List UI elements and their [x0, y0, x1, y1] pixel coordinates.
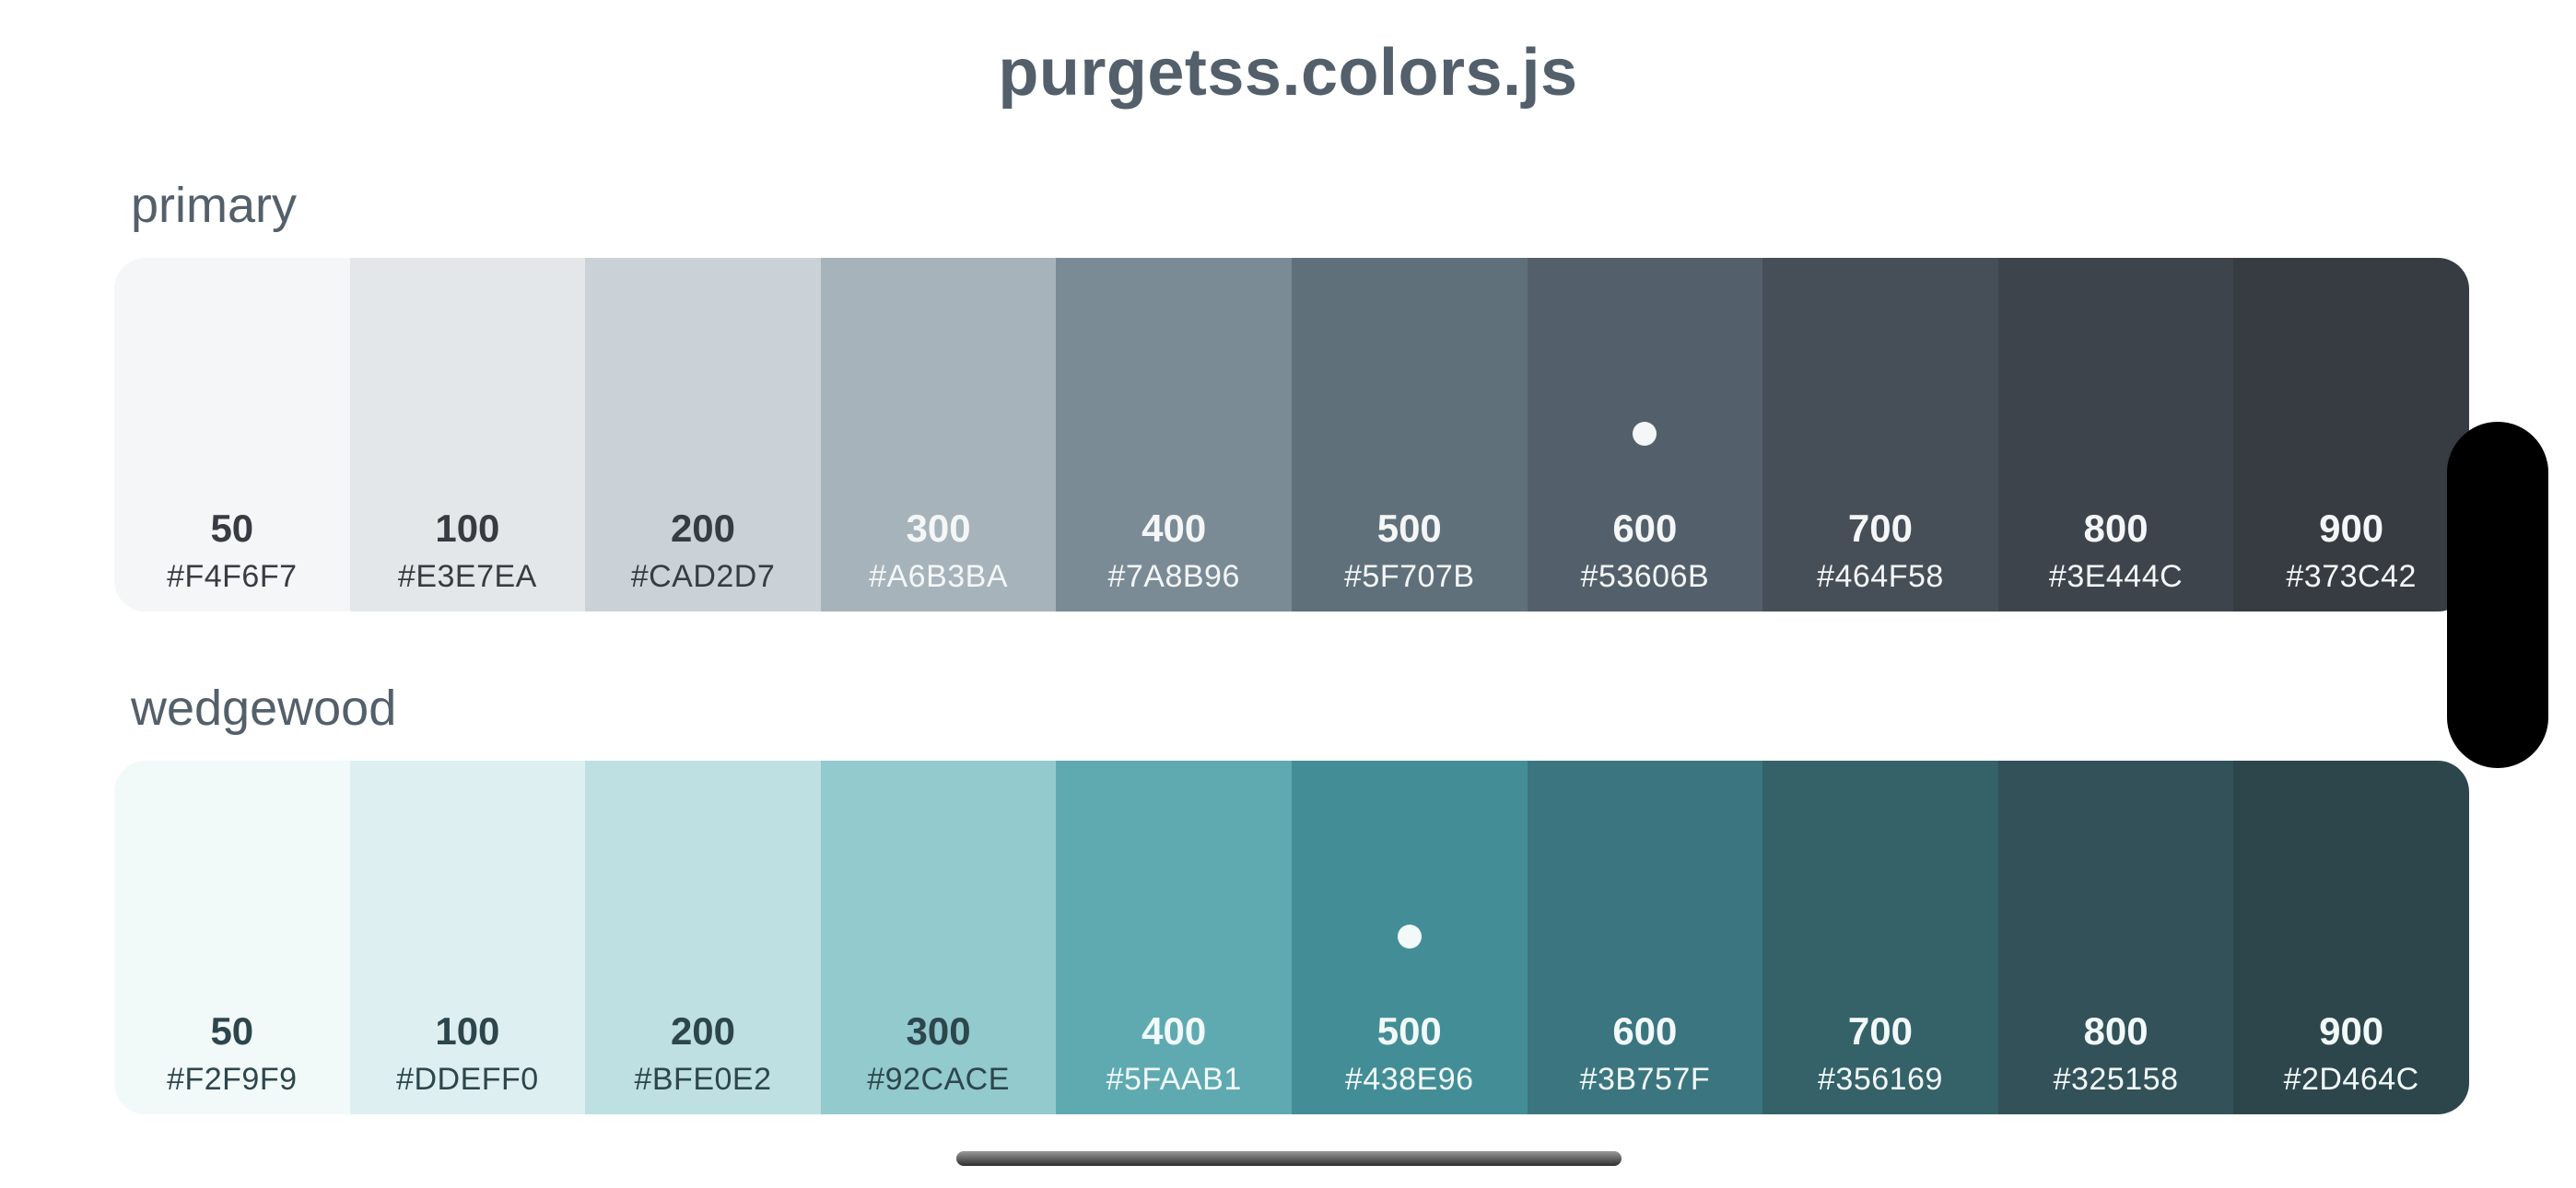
swatch-shade-label: 700	[1847, 507, 1913, 550]
swatch-primary-900[interactable]: 900 #373C42	[2233, 258, 2469, 611]
swatch-shade-label: 600	[1612, 507, 1678, 550]
swatch-hex-value: #7A8B96	[1107, 559, 1240, 594]
palette-primary: 50 #F4F6F7 100 #E3E7EA 200 #CAD2D7 300 #A6B3BA 4…	[114, 258, 2469, 611]
swatch-shade-label: 800	[2083, 507, 2149, 550]
swatch-hex-value: #F2F9F9	[167, 1062, 298, 1097]
swatch-wedgewood-400[interactable]: 400 #5FAAB1	[1056, 761, 1292, 1114]
side-drag-handle[interactable]	[2447, 422, 2548, 768]
swatch-hex-value: #BFE0E2	[634, 1062, 772, 1097]
swatch-primary-300[interactable]: 300 #A6B3BA	[820, 258, 1057, 611]
swatch-shade-label: 300	[906, 507, 971, 550]
swatch-hex-value: #5FAAB1	[1106, 1062, 1242, 1097]
swatch-hex-value: #2D464C	[2283, 1062, 2419, 1097]
swatch-hex-value: #356169	[1818, 1062, 1943, 1097]
palette-label-primary: primary	[131, 178, 298, 233]
home-indicator[interactable]	[956, 1151, 1622, 1166]
swatch-shade-label: 300	[906, 1009, 971, 1053]
swatch-shade-label: 100	[435, 507, 500, 550]
default-shade-dot-icon	[1397, 925, 1422, 949]
swatch-hex-value: #5F707B	[1344, 559, 1475, 594]
palette-label-wedgewood: wedgewood	[131, 681, 397, 736]
swatch-primary-200[interactable]: 200 #CAD2D7	[585, 258, 821, 611]
swatch-shade-label: 500	[1376, 507, 1442, 550]
swatch-hex-value: #438E96	[1344, 1062, 1474, 1097]
swatch-primary-500[interactable]: 500 #5F707B	[1291, 258, 1528, 611]
swatch-shade-label: 50	[210, 507, 254, 550]
swatch-primary-700[interactable]: 700 #464F58	[1762, 258, 1998, 611]
swatch-shade-label: 600	[1612, 1009, 1678, 1053]
swatch-shade-label: 50	[210, 1009, 254, 1053]
swatch-hex-value: #3E444C	[2048, 559, 2184, 594]
swatch-shade-label: 200	[670, 1009, 736, 1053]
swatch-shade-label: 500	[1376, 1009, 1442, 1053]
default-shade-dot-icon	[1633, 422, 1657, 446]
swatch-hex-value: #F4F6F7	[167, 559, 298, 594]
swatch-primary-800[interactable]: 800 #3E444C	[1997, 258, 2234, 611]
swatch-hex-value: #373C42	[2286, 559, 2417, 594]
swatch-wedgewood-300[interactable]: 300 #92CACE	[820, 761, 1057, 1114]
palette-wedgewood: 50 #F2F9F9 100 #DDEFF0 200 #BFE0E2 300 #92CACE 4…	[114, 761, 2469, 1114]
swatch-hex-value: #3B757F	[1579, 1062, 1711, 1097]
swatch-shade-label: 900	[2319, 1009, 2384, 1053]
swatch-wedgewood-600[interactable]: 600 #3B757F	[1527, 761, 1763, 1114]
swatch-hex-value: #DDEFF0	[396, 1062, 539, 1097]
swatch-wedgewood-100[interactable]: 100 #DDEFF0	[349, 761, 586, 1114]
swatch-primary-100[interactable]: 100 #E3E7EA	[349, 258, 586, 611]
swatch-primary-600[interactable]: 600 #53606B	[1527, 258, 1763, 611]
swatch-hex-value: #325158	[2053, 1062, 2179, 1097]
swatch-primary-400[interactable]: 400 #7A8B96	[1056, 258, 1292, 611]
swatch-hex-value: #92CACE	[867, 1062, 1010, 1097]
swatch-shade-label: 400	[1142, 1009, 1207, 1053]
swatch-wedgewood-500[interactable]: 500 #438E96	[1291, 761, 1528, 1114]
swatch-wedgewood-50[interactable]: 50 #F2F9F9	[114, 761, 350, 1114]
swatch-shade-label: 400	[1142, 507, 1207, 550]
swatch-shade-label: 800	[2083, 1009, 2149, 1053]
swatch-wedgewood-900[interactable]: 900 #2D464C	[2233, 761, 2469, 1114]
swatch-wedgewood-200[interactable]: 200 #BFE0E2	[585, 761, 821, 1114]
swatch-shade-label: 200	[670, 507, 736, 550]
swatch-hex-value: #A6B3BA	[869, 559, 1009, 594]
swatch-hex-value: #53606B	[1580, 559, 1710, 594]
swatch-hex-value: #464F58	[1817, 559, 1944, 594]
swatch-primary-50[interactable]: 50 #F4F6F7	[114, 258, 350, 611]
swatch-shade-label: 900	[2319, 507, 2384, 550]
swatch-hex-value: #CAD2D7	[630, 559, 776, 594]
swatch-shade-label: 700	[1847, 1009, 1913, 1053]
swatch-wedgewood-800[interactable]: 800 #325158	[1997, 761, 2234, 1114]
page-title: purgetss.colors.js	[998, 36, 1578, 110]
swatch-shade-label: 100	[435, 1009, 500, 1053]
swatch-wedgewood-700[interactable]: 700 #356169	[1762, 761, 1998, 1114]
swatch-hex-value: #E3E7EA	[397, 559, 537, 594]
